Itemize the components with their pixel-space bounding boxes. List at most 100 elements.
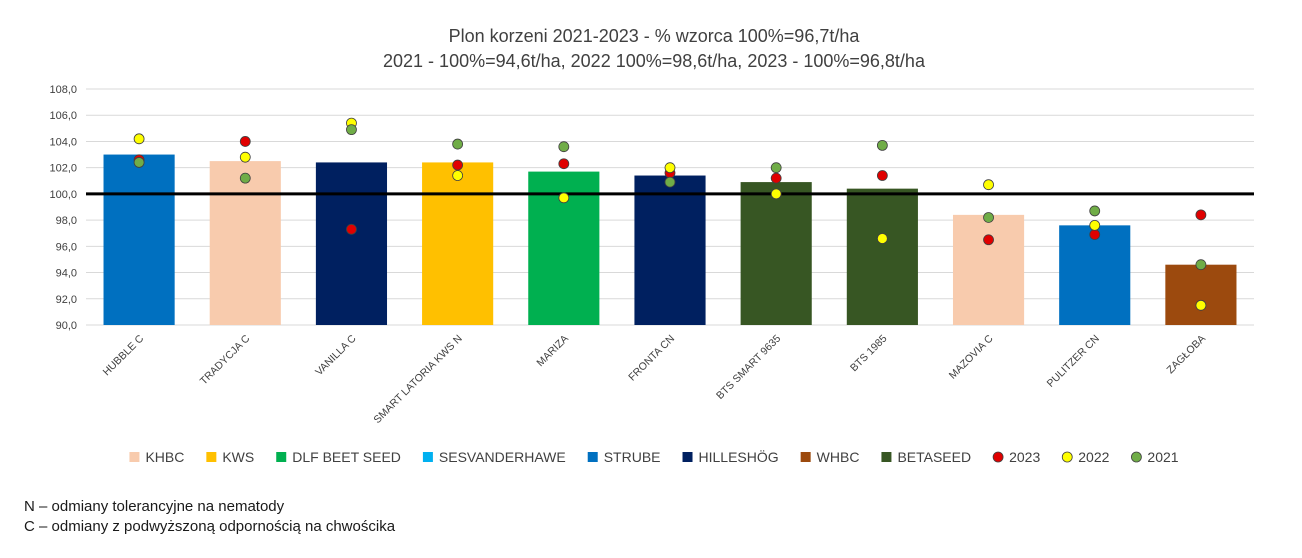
marker-2023 bbox=[876, 170, 888, 181]
category-label: BTS 1985 bbox=[848, 333, 890, 375]
legend-label: BETASEED bbox=[897, 449, 971, 465]
note-nematode: N – odmiany tolerancyjne na nematody bbox=[24, 498, 285, 515]
marker-2021 bbox=[1195, 259, 1207, 271]
category-label: ZAGŁOBA bbox=[1164, 333, 1208, 377]
marker-2023 bbox=[558, 158, 570, 170]
marker-2021 bbox=[876, 139, 888, 151]
chart-title-line-2: 2021 - 100%=94,6t/ha, 2022 100%=98,6t/ha… bbox=[383, 51, 926, 71]
legend-swatch bbox=[992, 451, 1004, 463]
category-label: FRONTA CN bbox=[626, 333, 677, 384]
marker-2022 bbox=[239, 151, 251, 163]
legend-item: 2021 bbox=[1131, 449, 1179, 465]
marker-2022 bbox=[770, 188, 782, 200]
y-tick-label: 106,0 bbox=[49, 110, 77, 122]
legend-item: 2022 bbox=[1061, 449, 1110, 465]
legend-item: DLF BEET SEED bbox=[276, 449, 401, 465]
legend-label: KWS bbox=[222, 449, 254, 465]
legend-swatch bbox=[682, 452, 693, 462]
category-label: TRADYCJA C bbox=[198, 332, 253, 387]
y-tick-label: 104,0 bbox=[49, 136, 77, 148]
marker-2021 bbox=[133, 157, 145, 168]
marker-2023 bbox=[983, 234, 994, 246]
legend-swatch bbox=[276, 452, 287, 462]
marker-2023 bbox=[770, 172, 782, 184]
legend-item: KHBC bbox=[129, 449, 184, 465]
marker-2022 bbox=[876, 233, 888, 244]
legend-swatch bbox=[1061, 451, 1073, 463]
y-tick-label: 100,0 bbox=[49, 189, 77, 201]
marker-2022 bbox=[452, 170, 464, 181]
y-tick-label: 98,0 bbox=[56, 215, 77, 227]
marker-2022 bbox=[133, 133, 145, 145]
legend-label: STRUBE bbox=[604, 449, 661, 465]
legend-item: KWS bbox=[206, 449, 254, 465]
legend-item: 2023 bbox=[992, 449, 1040, 465]
marker-2023 bbox=[1089, 229, 1101, 240]
bar bbox=[209, 161, 281, 325]
legend-label: DLF BEET SEED bbox=[292, 449, 401, 465]
legend-swatch bbox=[129, 452, 140, 462]
category-label: MAZOVIA C bbox=[947, 332, 996, 381]
legend-label: WHBC bbox=[817, 449, 860, 465]
bar bbox=[1059, 225, 1131, 325]
marker-2021 bbox=[770, 162, 782, 174]
bar bbox=[846, 188, 918, 325]
bar bbox=[315, 162, 388, 325]
legend-label: HILLESHÖG bbox=[699, 448, 779, 465]
legend-item: HILLESHÖG bbox=[682, 448, 779, 465]
bars bbox=[103, 154, 1237, 325]
category-label: SMART LATORIA KWS N bbox=[371, 333, 464, 426]
legend-item: BETASEED bbox=[881, 449, 971, 465]
legend-swatch bbox=[587, 452, 598, 462]
marker-2021 bbox=[664, 176, 676, 188]
marker-2021 bbox=[983, 212, 994, 223]
legend-item: STRUBE bbox=[587, 449, 661, 465]
bar bbox=[634, 175, 706, 325]
y-axis-ticks: 90,0 92,0 94,0 96,0 98,0 100,0 102,0 104,0 106,0… bbox=[49, 84, 77, 332]
marker-2021 bbox=[239, 172, 251, 184]
y-tick-label: 108,0 bbox=[49, 84, 77, 96]
category-labels: HUBBLE C TRADYCJA C VANILLA C SMART LATORIA… bbox=[101, 332, 1208, 426]
legend-item: WHBC bbox=[800, 449, 860, 465]
marker-2022 bbox=[1089, 219, 1101, 231]
legend-swatch bbox=[800, 452, 811, 462]
y-tick-label: 94,0 bbox=[56, 268, 77, 280]
bar bbox=[1165, 264, 1237, 325]
bar bbox=[103, 154, 175, 325]
legend-swatch bbox=[1131, 451, 1142, 463]
legend-label: KHBC bbox=[145, 449, 184, 465]
marker-2021 bbox=[558, 141, 570, 153]
y-tick-label: 102,0 bbox=[49, 163, 77, 175]
category-label: PULITZER CN bbox=[1045, 333, 1102, 390]
marker-2023 bbox=[346, 223, 357, 235]
y-tick-label: 96,0 bbox=[56, 241, 77, 253]
marker-2022 bbox=[983, 179, 994, 191]
legend-label: SESVANDERHAWE bbox=[439, 449, 566, 465]
y-tick-label: 92,0 bbox=[56, 294, 77, 306]
category-label: VANILLA C bbox=[313, 332, 359, 378]
legend-label: 2021 bbox=[1147, 449, 1178, 465]
year-markers bbox=[133, 117, 1207, 311]
marker-2021 bbox=[1089, 205, 1101, 217]
category-label: MARIZA bbox=[534, 333, 571, 370]
legend: KHBC KWS DLF BEET SEED SESVANDERHAWE STRUBE H… bbox=[129, 448, 1179, 465]
bar bbox=[952, 214, 1025, 325]
marker-2022 bbox=[558, 192, 570, 204]
marker-2023 bbox=[452, 159, 464, 171]
legend-item: SESVANDERHAWE bbox=[422, 449, 566, 465]
legend-swatch bbox=[881, 452, 892, 462]
bar bbox=[422, 162, 494, 325]
marker-2021 bbox=[346, 124, 357, 136]
category-label: HUBBLE C bbox=[101, 332, 147, 378]
y-tick-label: 90,0 bbox=[56, 320, 77, 332]
legend-swatch bbox=[206, 452, 217, 462]
chart-title-line-1: Plon korzeni 2021-2023 - % wzorca 100%=9… bbox=[449, 26, 861, 46]
legend-label: 2023 bbox=[1009, 449, 1040, 465]
legend-swatch bbox=[422, 452, 433, 462]
legend-label: 2022 bbox=[1078, 449, 1109, 465]
category-label: BTS SMART 9635 bbox=[714, 333, 783, 402]
marker-2021 bbox=[452, 138, 464, 150]
marker-2023 bbox=[1195, 209, 1207, 221]
bar bbox=[740, 182, 812, 325]
